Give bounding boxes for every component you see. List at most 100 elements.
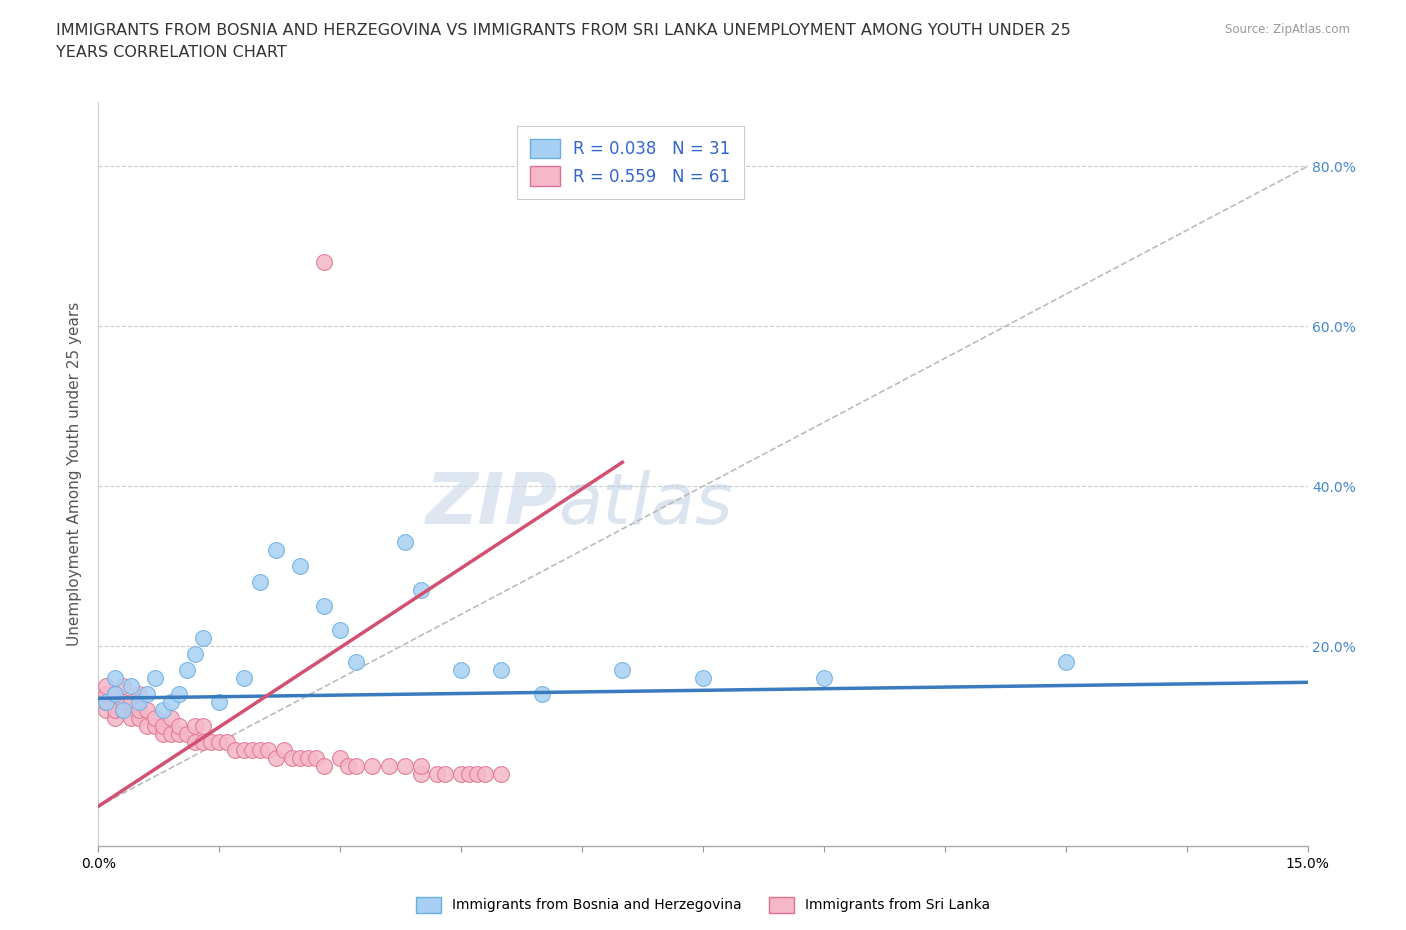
Point [111, 703, 134, 718]
Point [224, 743, 246, 758]
Point [217, 735, 239, 750]
Legend: R = 0.038   N = 31, R = 0.559   N = 61: R = 0.038 N = 31, R = 0.559 N = 61 [517, 126, 744, 199]
Point [96, 703, 118, 718]
Text: YEARS CORRELATION CHART: YEARS CORRELATION CHART [56, 45, 287, 60]
Legend: Immigrants from Bosnia and Herzegovina, Immigrants from Sri Lanka: Immigrants from Bosnia and Herzegovina, … [411, 891, 995, 919]
Point [96, 687, 118, 702]
Point [200, 735, 222, 750]
Point [160, 727, 183, 742]
Point [394, 759, 416, 774]
Point [111, 703, 134, 718]
Point [232, 671, 254, 685]
Point [491, 767, 513, 782]
Point [450, 767, 472, 782]
Text: Source: ZipAtlas.com: Source: ZipAtlas.com [1225, 23, 1350, 36]
Point [273, 743, 295, 758]
Point [692, 671, 714, 685]
Point [240, 743, 263, 758]
Point [208, 695, 231, 710]
Point [167, 719, 190, 734]
Point [184, 647, 207, 662]
Point [256, 743, 278, 758]
Point [314, 759, 336, 774]
Point [1054, 655, 1077, 670]
Point [103, 671, 125, 685]
Point [458, 767, 481, 782]
Point [344, 759, 367, 774]
Point [409, 767, 432, 782]
Point [103, 711, 125, 725]
Point [120, 695, 142, 710]
Point [465, 767, 488, 782]
Point [193, 735, 215, 750]
Text: ZIP: ZIP [426, 470, 558, 538]
Point [103, 687, 125, 702]
Point [128, 695, 150, 710]
Point [249, 743, 271, 758]
Point [184, 719, 207, 734]
Point [314, 599, 336, 614]
Point [176, 727, 198, 742]
Point [491, 663, 513, 678]
Point [96, 679, 118, 694]
Point [184, 735, 207, 750]
Point [434, 767, 457, 782]
Point [612, 663, 634, 678]
Point [530, 687, 553, 702]
Point [152, 703, 174, 718]
Point [135, 703, 157, 718]
Text: atlas: atlas [558, 470, 733, 538]
Point [128, 711, 150, 725]
Point [426, 767, 449, 782]
Point [103, 703, 125, 718]
Point [232, 743, 254, 758]
Point [344, 655, 367, 670]
Point [305, 751, 328, 765]
Point [160, 711, 183, 725]
Point [394, 535, 416, 550]
Point [377, 759, 399, 774]
Point [135, 719, 157, 734]
Point [160, 695, 183, 710]
Point [450, 663, 472, 678]
Point [135, 687, 157, 702]
Point [128, 687, 150, 702]
Point [337, 759, 360, 774]
Point [120, 679, 142, 694]
Point [264, 751, 287, 765]
Point [314, 255, 336, 270]
Point [103, 687, 125, 702]
Point [264, 543, 287, 558]
Point [288, 559, 311, 574]
Point [152, 719, 174, 734]
Point [152, 727, 174, 742]
Y-axis label: Unemployment Among Youth under 25 years: Unemployment Among Youth under 25 years [67, 302, 83, 646]
Point [176, 663, 198, 678]
Point [288, 751, 311, 765]
Point [208, 735, 231, 750]
Point [143, 671, 166, 685]
Point [281, 751, 304, 765]
Point [193, 631, 215, 645]
Point [111, 679, 134, 694]
Point [193, 719, 215, 734]
Point [143, 719, 166, 734]
Text: IMMIGRANTS FROM BOSNIA AND HERZEGOVINA VS IMMIGRANTS FROM SRI LANKA UNEMPLOYMENT: IMMIGRANTS FROM BOSNIA AND HERZEGOVINA V… [56, 23, 1071, 38]
Point [111, 695, 134, 710]
Point [128, 703, 150, 718]
Point [329, 623, 352, 638]
Point [329, 751, 352, 765]
Point [96, 695, 118, 710]
Point [167, 727, 190, 742]
Point [297, 751, 319, 765]
Point [96, 695, 118, 710]
Point [143, 711, 166, 725]
Point [474, 767, 496, 782]
Point [409, 583, 432, 598]
Point [813, 671, 835, 685]
Point [409, 759, 432, 774]
Point [167, 687, 190, 702]
Point [361, 759, 384, 774]
Point [120, 711, 142, 725]
Point [249, 575, 271, 590]
